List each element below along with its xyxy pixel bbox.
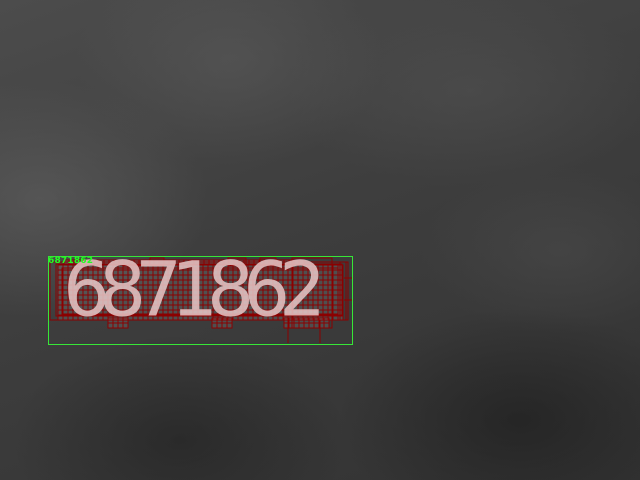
grid-outline xyxy=(123,259,145,267)
detection-label: 6871862 xyxy=(48,256,94,266)
grid-cell xyxy=(122,322,129,329)
grid-outline xyxy=(61,267,339,315)
detection-bounding-box xyxy=(48,256,353,345)
grid-outline xyxy=(49,261,347,321)
grid-outline xyxy=(149,257,165,267)
grid-outline xyxy=(227,257,247,267)
grid-outline xyxy=(55,263,343,317)
grid-cell xyxy=(226,322,233,329)
grid-outline xyxy=(259,257,277,267)
plate-digits: 6 8 7 1 8 6 2 xyxy=(63,252,326,327)
grid-outline xyxy=(287,261,349,321)
grid-outline xyxy=(291,257,333,329)
